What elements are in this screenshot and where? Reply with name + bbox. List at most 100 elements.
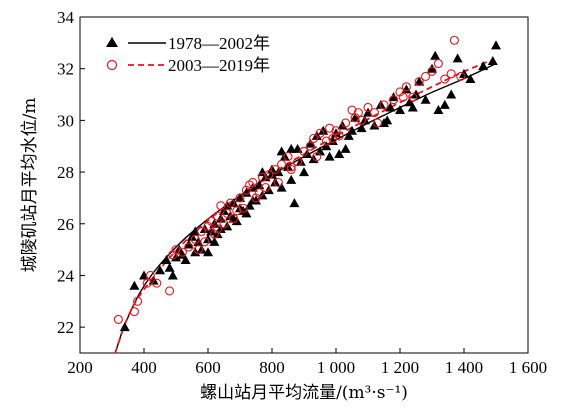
triangle-point — [183, 239, 194, 249]
triangle-point — [267, 169, 277, 179]
fit-curve-dashed — [114, 60, 490, 354]
triangle-point — [343, 130, 354, 140]
circle-point — [184, 242, 194, 252]
circle-point — [238, 203, 248, 213]
triangle-point — [395, 105, 405, 115]
circle-point — [145, 270, 155, 281]
triangle-point — [439, 99, 450, 109]
circle-point — [248, 177, 258, 187]
triangle-point — [465, 74, 476, 84]
circle-point — [229, 214, 239, 224]
triangle-point — [334, 148, 345, 158]
triangle-point — [196, 244, 207, 254]
triangle-point — [228, 198, 239, 208]
legend: 1978—2002年 2003—2019年 — [106, 34, 270, 75]
x-tick-label: 1 000 — [317, 358, 355, 377]
data-points — [113, 35, 501, 332]
circle-point — [213, 211, 223, 221]
x-tick-label: 1 400 — [445, 358, 483, 377]
legend-label-1978-2002: 1978—2002年 — [168, 34, 270, 53]
circle-point — [168, 250, 178, 260]
circle-point — [299, 146, 309, 156]
triangle-point — [241, 187, 252, 197]
triangle-point — [180, 254, 191, 264]
triangle-point — [305, 138, 316, 148]
y-tick-label: 32 — [57, 60, 74, 79]
legend-circle-marker — [106, 59, 118, 71]
x-tick-label: 1 600 — [509, 358, 547, 377]
y-tick-label: 34 — [57, 8, 75, 27]
circle-point — [209, 229, 219, 239]
circle-point — [328, 133, 338, 144]
circle-point — [456, 71, 466, 81]
circle-point — [421, 71, 431, 81]
triangle-point — [385, 102, 396, 112]
circle-point — [357, 115, 367, 125]
circle-point — [398, 92, 408, 102]
circle-point — [389, 95, 399, 105]
triangle-point — [228, 213, 239, 223]
triangle-point — [356, 123, 367, 133]
triangle-point — [276, 146, 287, 156]
circle-point — [165, 286, 175, 296]
triangle-point — [347, 125, 357, 135]
circle-point — [171, 245, 181, 255]
x-tick-label: 1 200 — [381, 358, 419, 377]
triangle-point — [270, 177, 281, 187]
circle-point — [190, 234, 200, 244]
circle-point — [206, 216, 216, 226]
circle-point — [152, 278, 162, 288]
circle-point — [331, 126, 341, 136]
circle-point — [235, 193, 245, 203]
triangle-point — [203, 247, 213, 257]
x-tick-label: 800 — [259, 358, 285, 377]
circle-point — [321, 136, 331, 146]
circle-point — [408, 92, 418, 102]
circle-point — [251, 193, 261, 203]
triangle-point — [286, 143, 297, 153]
circle-point — [113, 314, 123, 324]
circle-point — [446, 69, 456, 79]
triangle-point — [446, 89, 457, 99]
circle-point — [193, 245, 203, 255]
triangle-point — [427, 63, 437, 73]
triangle-point — [119, 322, 130, 332]
triangle-point — [209, 236, 220, 246]
triangle-point — [491, 40, 501, 50]
circle-point — [254, 188, 264, 198]
circle-point — [414, 77, 424, 87]
triangle-point — [161, 254, 172, 264]
circle-point — [200, 237, 210, 247]
triangle-point — [241, 208, 252, 218]
circle-point — [197, 226, 207, 237]
circle-point — [341, 118, 351, 128]
circle-point — [369, 108, 379, 118]
circle-point — [373, 118, 383, 128]
triangle-point — [129, 280, 140, 290]
circle-point — [245, 180, 255, 190]
circle-point — [232, 206, 242, 216]
plot-area — [79, 16, 529, 354]
triangle-point — [420, 94, 431, 104]
legend-triangle-marker — [106, 37, 118, 47]
triangle-point — [164, 262, 175, 272]
triangle-point — [167, 270, 178, 280]
triangle-point — [340, 143, 351, 153]
axis-ticks: 200 400 600 800 1 000 1 200 1 400 1 600 22 24 26 28… — [57, 8, 547, 377]
circle-point — [286, 164, 296, 175]
circle-point — [142, 278, 152, 288]
circle-point — [433, 58, 443, 69]
y-tick-label: 22 — [57, 318, 74, 337]
circle-point — [270, 164, 280, 175]
triangle-point — [289, 198, 300, 208]
triangle-point — [487, 55, 498, 65]
circle-point — [203, 221, 213, 231]
circle-point — [225, 198, 235, 208]
circle-point — [401, 82, 411, 92]
y-tick-label: 28 — [57, 163, 74, 182]
y-tick-label: 24 — [57, 266, 75, 285]
triangle-point — [375, 99, 386, 109]
triangle-point — [452, 53, 463, 63]
triangle-point — [215, 223, 226, 233]
